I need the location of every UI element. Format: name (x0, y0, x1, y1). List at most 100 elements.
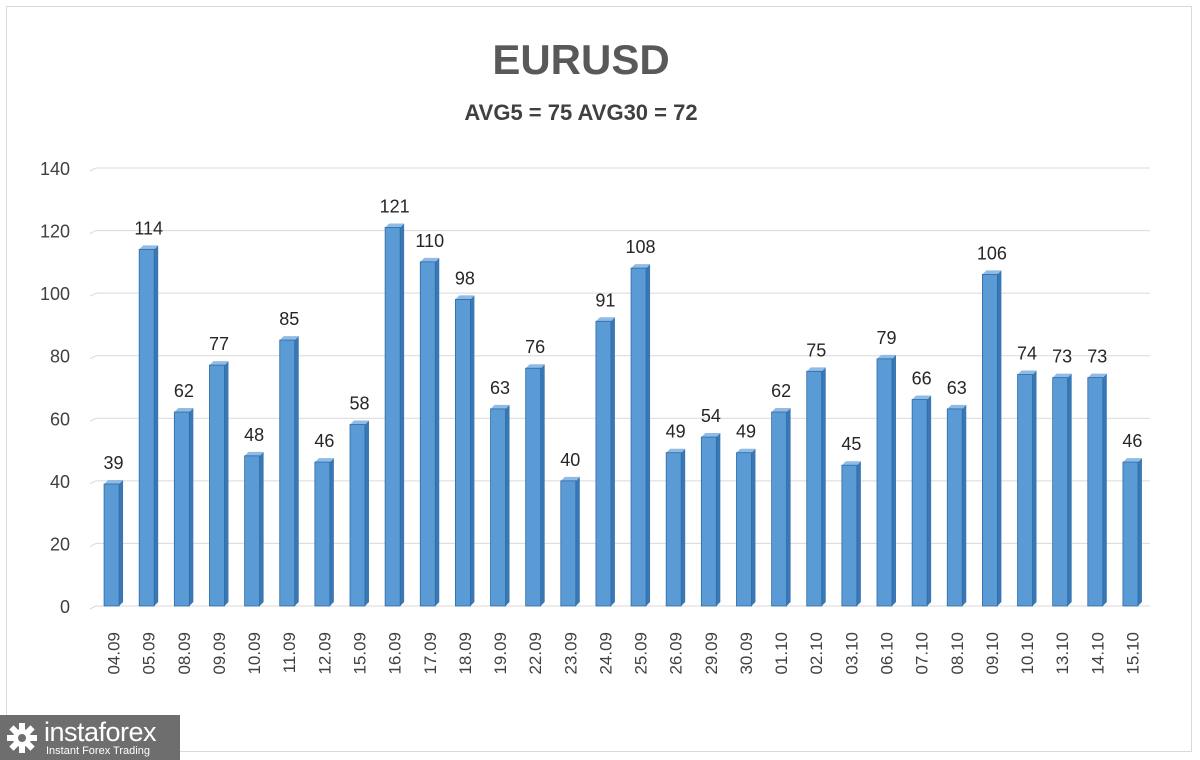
bar-group (736, 448, 756, 607)
y-tick-label: 100 (40, 284, 70, 304)
x-tick-label: 12.09 (315, 632, 334, 675)
bar-top (631, 264, 651, 269)
bar-side (716, 433, 721, 606)
bar-group (173, 408, 194, 607)
y-tick-label: 20 (50, 534, 70, 554)
bar-top (104, 479, 124, 484)
bar-group (419, 257, 440, 607)
bar-top (420, 257, 440, 262)
y-tick-label: 40 (50, 472, 70, 492)
bar-group (279, 336, 299, 607)
bar-side (259, 451, 264, 606)
bar-group (138, 245, 159, 607)
x-tick-label: 09.10 (983, 632, 1002, 675)
data-label: 48 (244, 425, 264, 445)
bar (525, 367, 542, 607)
bar-side (400, 223, 405, 606)
data-label: 54 (701, 406, 721, 426)
x-tick-label: 05.09 (140, 632, 159, 675)
x-tick-label: 19.09 (491, 632, 510, 675)
bar-top (1122, 458, 1142, 463)
bar-top (1017, 370, 1037, 375)
bar-group (1052, 373, 1072, 607)
x-tick-label: 26.09 (667, 632, 686, 675)
data-label: 45 (841, 434, 861, 454)
bar (876, 358, 893, 607)
bar-side (821, 367, 826, 606)
bar-top (736, 448, 756, 453)
bar (279, 339, 296, 607)
bar-side (470, 295, 475, 606)
bar-top (666, 448, 686, 453)
data-label: 46 (1122, 431, 1142, 451)
bar-group (806, 367, 826, 607)
x-tick-label: 22.09 (526, 632, 545, 675)
bar-side (505, 404, 510, 606)
x-tick-label: 01.10 (772, 632, 791, 675)
x-tick-label: 14.10 (1088, 632, 1107, 675)
gridline-depth (89, 480, 97, 485)
x-tick-label: 10.10 (1018, 632, 1037, 675)
bar (771, 411, 787, 607)
data-label: 66 (912, 369, 932, 389)
y-tick-label: 0 (60, 597, 70, 617)
x-tick-label: 17.09 (421, 632, 440, 675)
data-label: 114 (134, 218, 163, 238)
bar-group (349, 420, 369, 607)
bar (946, 408, 963, 607)
data-label: 49 (666, 422, 686, 442)
data-label: 106 (977, 243, 1007, 263)
bar (1052, 377, 1069, 607)
chart-title: EURUSD (492, 36, 670, 83)
gridline-depth (89, 167, 97, 172)
bar-group (982, 270, 1002, 607)
bar (700, 436, 717, 607)
bar-top (1087, 373, 1107, 378)
bar (665, 452, 682, 607)
logo-name: instaforex (44, 717, 157, 747)
logo-tagline: Instant Forex Trading (46, 745, 150, 757)
y-tick-label: 120 (40, 222, 70, 242)
bar-top (806, 367, 826, 372)
data-label: 85 (279, 309, 299, 329)
bar-side (119, 479, 124, 606)
bar (419, 261, 436, 607)
x-tick-label: 08.10 (948, 632, 967, 675)
gridline-depth (89, 605, 97, 610)
data-label: 75 (806, 340, 826, 360)
bar (595, 320, 612, 607)
gridline-depth (89, 417, 97, 422)
gear-icon (7, 723, 37, 753)
data-label: 62 (771, 381, 791, 401)
gridline-depth (89, 292, 97, 297)
bar-side (1032, 370, 1037, 606)
bar-side (927, 395, 932, 606)
data-label: 121 (380, 196, 410, 216)
data-label: 76 (525, 337, 545, 357)
bar (384, 227, 401, 607)
bar-group (771, 408, 791, 607)
bar (138, 248, 155, 607)
bar-side (962, 404, 967, 606)
bar-group (700, 433, 721, 607)
y-tick-label: 80 (50, 347, 70, 367)
x-tick-label: 06.10 (878, 632, 897, 675)
bar-group (595, 317, 615, 607)
bar (736, 452, 752, 607)
bar-group (560, 476, 580, 607)
x-tick-label: 23.09 (561, 632, 580, 675)
data-label: 73 (1087, 347, 1107, 367)
bar-side (856, 461, 861, 606)
bar-side (189, 408, 194, 606)
x-tick-label: 18.09 (456, 632, 475, 675)
y-tick-label: 60 (50, 409, 70, 429)
bar (244, 455, 261, 607)
bar-group (630, 264, 651, 607)
data-label: 62 (174, 381, 194, 401)
x-tick-label: 16.09 (386, 632, 405, 675)
bar (1087, 377, 1104, 607)
bar-top (771, 408, 791, 413)
bar-top (525, 364, 545, 369)
bar-top (314, 458, 334, 463)
